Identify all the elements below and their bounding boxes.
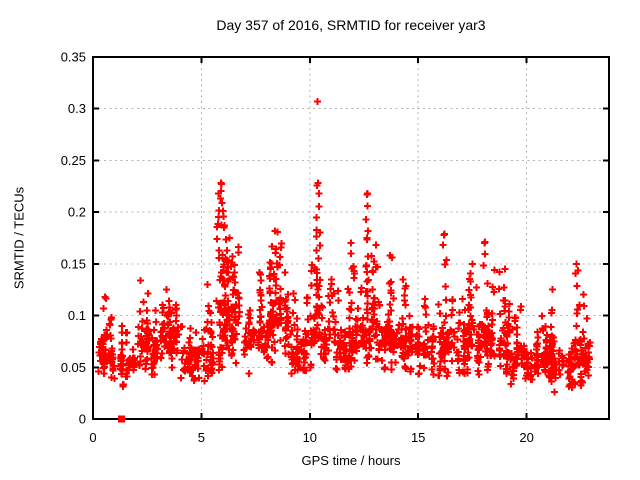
chart-title: Day 357 of 2016, SRMTID for receiver yar… [216,17,486,33]
x-tick-label: 0 [89,430,96,445]
x-tick-label: 20 [519,430,533,445]
x-tick-label: 15 [411,430,425,445]
y-tick-label: 0.05 [61,360,86,375]
x-tick-label: 10 [303,430,317,445]
plot-border [92,56,610,420]
y-tick-label: 0.3 [68,101,86,116]
x-axis-label: GPS time / hours [301,453,401,468]
y-tick-label: 0 [79,412,86,427]
scatter-series [94,98,594,396]
x-tick-label: 5 [198,430,205,445]
y-tick-label: 0.25 [61,153,86,168]
y-tick-label: 0.2 [68,205,86,220]
y-tick-label: 0.1 [68,308,86,323]
y-tick-label: 0.35 [61,50,86,65]
filled-square-point [118,415,126,423]
y-tick-label: 0.15 [61,256,86,271]
